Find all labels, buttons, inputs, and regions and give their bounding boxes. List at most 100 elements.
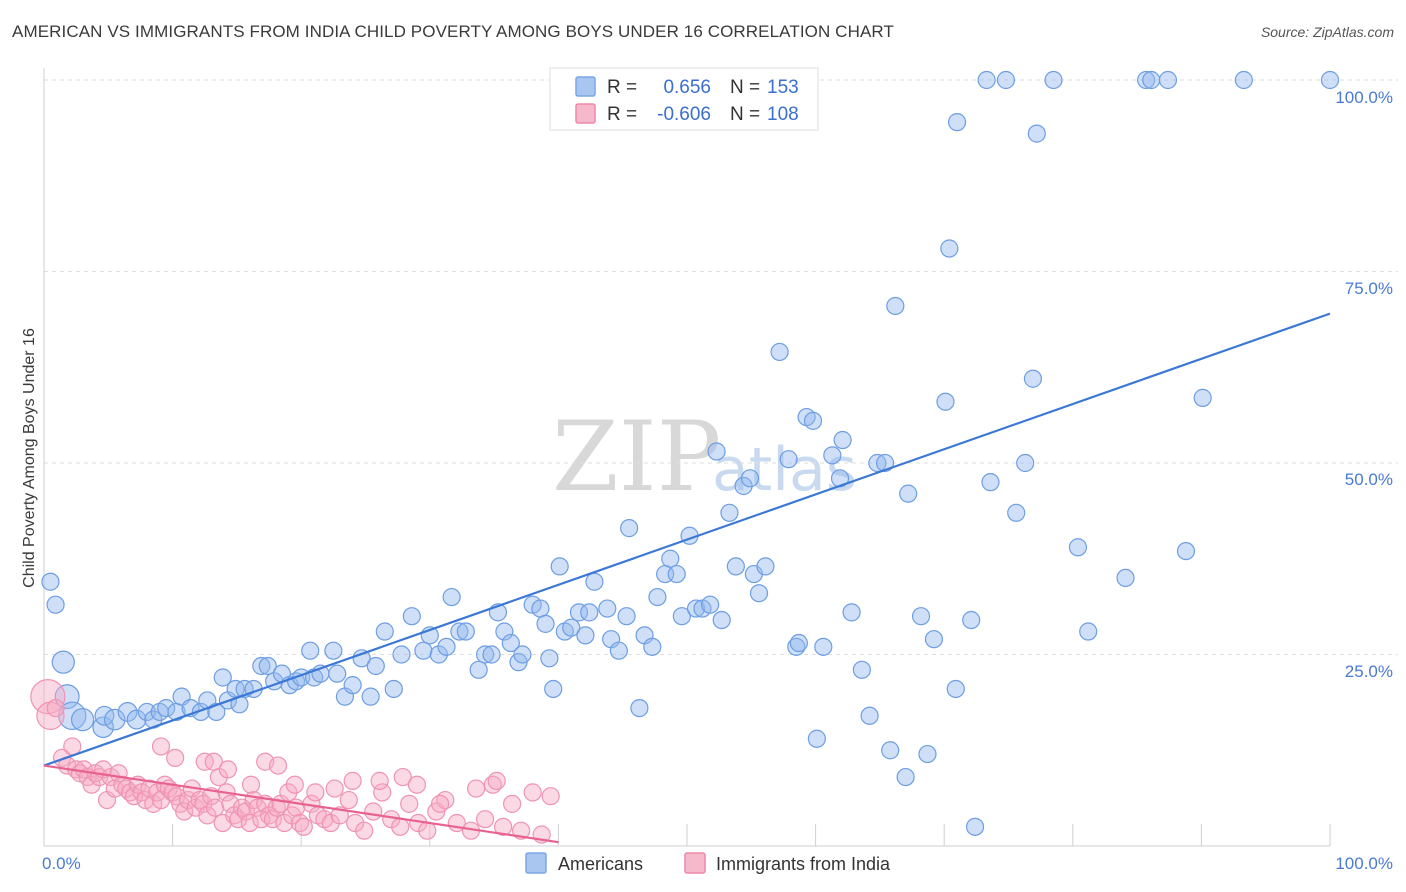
- americans-point: [661, 549, 680, 568]
- americans-point: [402, 607, 421, 626]
- india-point: [205, 798, 225, 817]
- americans-point: [860, 706, 879, 725]
- americans-point: [1193, 388, 1212, 407]
- americans-point: [965, 817, 985, 836]
- x-axis-ticks: [172, 824, 1331, 846]
- americans-point: [940, 239, 959, 258]
- americans-point: [361, 687, 380, 706]
- americans-point: [585, 572, 604, 591]
- americans-point: [540, 649, 559, 668]
- americans-point: [576, 626, 595, 645]
- india-trend-line: [43, 764, 559, 844]
- india-point: [221, 794, 240, 813]
- americans-point: [842, 603, 861, 622]
- americans-point: [875, 453, 895, 473]
- americans-point: [191, 702, 210, 722]
- americans-trend-line: [43, 312, 1331, 767]
- americans-point: [648, 587, 667, 607]
- americans-point: [1027, 124, 1046, 143]
- india-point: [418, 821, 437, 840]
- americans-point: [598, 599, 617, 618]
- americans-point: [936, 392, 955, 411]
- trend-lines: [43, 312, 1331, 844]
- india-point: [466, 779, 486, 798]
- americans-point: [501, 633, 520, 653]
- americans-point: [672, 607, 691, 626]
- india-point: [263, 810, 283, 829]
- india-point: [339, 790, 358, 810]
- americans-point: [620, 519, 639, 538]
- americans-point: [803, 411, 823, 430]
- americans-point: [414, 641, 433, 660]
- americans-point: [51, 650, 75, 674]
- india-point: [175, 802, 194, 821]
- india-point: [294, 817, 313, 836]
- americans-point: [1023, 369, 1043, 388]
- americans-point: [924, 630, 944, 649]
- india-point: [218, 760, 237, 779]
- americans-point: [1007, 503, 1026, 522]
- gridlines: [44, 79, 1398, 655]
- americans-point: [686, 599, 706, 618]
- americans-point: [301, 641, 320, 660]
- americans-point: [617, 607, 636, 626]
- americans-point: [456, 622, 475, 641]
- americans-point: [531, 599, 550, 618]
- india-point: [63, 737, 82, 756]
- chart-title: AMERICAN VS IMMIGRANTS FROM INDIA CHILD …: [12, 22, 894, 41]
- india-point: [503, 794, 522, 813]
- americans-point: [823, 446, 842, 465]
- americans-point: [475, 645, 495, 664]
- india-point: [487, 771, 506, 790]
- india-point: [285, 775, 304, 794]
- india-point: [306, 783, 325, 802]
- americans-point: [562, 618, 581, 637]
- india-point: [407, 775, 427, 794]
- americans-point: [469, 660, 488, 679]
- americans-point: [740, 469, 760, 488]
- americans-point: [328, 664, 347, 683]
- americans-point: [580, 603, 599, 622]
- americans-point: [886, 296, 905, 316]
- americans-point: [126, 709, 147, 730]
- americans-point: [701, 595, 720, 614]
- americans-point: [495, 622, 514, 641]
- americans-point: [1176, 541, 1196, 561]
- india-point: [355, 821, 374, 840]
- legend-swatch-americans: [575, 76, 596, 97]
- india-point: [268, 756, 288, 775]
- legend-n-value-americans: 153: [767, 77, 799, 98]
- legend-r-value-americans: 0.656: [663, 77, 711, 98]
- americans-point: [814, 637, 833, 656]
- americans-point: [70, 707, 95, 732]
- americans-point: [366, 656, 385, 676]
- americans-point: [720, 503, 739, 522]
- americans-point: [918, 744, 937, 764]
- india-point: [475, 810, 495, 829]
- bottom-legend-swatch-india: [684, 852, 706, 874]
- india-point: [275, 813, 294, 833]
- americans-point: [1158, 70, 1178, 90]
- bottom-legend-label-americans: Americans: [558, 854, 643, 874]
- americans-point: [450, 622, 469, 641]
- americans-point: [482, 645, 501, 664]
- americans-point: [157, 699, 176, 718]
- x-tick-label-100: 100.0%: [1335, 854, 1393, 873]
- watermark-zip: ZIP: [552, 401, 721, 513]
- americans-point: [258, 656, 277, 676]
- india-point: [198, 806, 217, 825]
- americans-point: [770, 342, 789, 362]
- americans-point: [1137, 70, 1156, 90]
- americans-point: [726, 557, 745, 576]
- india-point: [204, 752, 223, 771]
- americans-point: [1044, 70, 1063, 90]
- americans-point: [643, 637, 662, 656]
- bottom-legend-label-india: Immigrants from India: [716, 854, 891, 874]
- americans-point: [544, 679, 563, 699]
- americans-point: [252, 656, 271, 676]
- americans-point: [981, 473, 1000, 492]
- legend-r-label-india: R =: [607, 104, 637, 125]
- india-point: [151, 737, 171, 756]
- americans-point: [881, 741, 900, 760]
